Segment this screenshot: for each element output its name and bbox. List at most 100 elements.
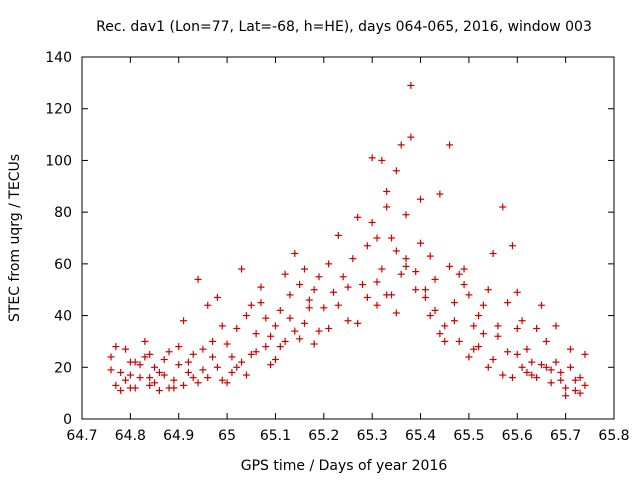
data-point	[339, 273, 347, 281]
data-point	[242, 312, 250, 320]
data-point	[446, 262, 454, 270]
data-point	[141, 353, 149, 361]
data-point	[552, 358, 560, 366]
data-point	[334, 301, 342, 309]
data-point	[407, 81, 415, 89]
data-point	[180, 381, 188, 389]
data-point	[151, 363, 159, 371]
data-point	[247, 350, 255, 358]
data-point	[465, 353, 473, 361]
data-point	[436, 190, 444, 198]
y-tick-label: 0	[63, 412, 72, 428]
data-point	[146, 374, 154, 382]
data-point	[566, 345, 574, 353]
data-point	[223, 379, 231, 387]
data-point	[228, 353, 236, 361]
data-point	[513, 288, 521, 296]
x-tick-label: 65.1	[260, 428, 291, 444]
data-point	[155, 368, 163, 376]
data-point	[431, 306, 439, 314]
data-point	[354, 319, 362, 327]
data-point	[513, 350, 521, 358]
data-point	[383, 291, 391, 299]
data-point	[242, 371, 250, 379]
y-axis-label: STEC from uqrg / TECUs	[7, 154, 23, 322]
x-tick-label: 65.3	[357, 428, 388, 444]
data-point	[267, 361, 275, 369]
data-point	[518, 317, 526, 325]
data-point	[378, 265, 386, 273]
data-point	[368, 154, 376, 162]
data-point	[537, 301, 545, 309]
x-tick-label: 64.7	[66, 428, 97, 444]
data-point	[547, 379, 555, 387]
data-point	[484, 286, 492, 294]
data-point	[383, 187, 391, 195]
x-axis-label: GPS time / Days of year 2016	[241, 458, 448, 474]
data-points	[107, 81, 589, 400]
data-point	[494, 332, 502, 340]
data-point	[412, 286, 420, 294]
data-point	[533, 325, 541, 332]
data-point	[310, 340, 318, 348]
data-point	[402, 262, 410, 270]
data-point	[349, 255, 357, 263]
data-point	[479, 330, 487, 338]
data-point	[504, 299, 512, 307]
data-point	[407, 133, 415, 141]
data-point	[412, 268, 420, 276]
data-point	[175, 343, 183, 351]
x-axis-ticks: 64.7 64.8 64.9 65 65.1 65.2 65.3 65.4 65.5 65.6 65…	[66, 57, 630, 444]
y-tick-label: 20	[54, 360, 72, 376]
data-point	[170, 384, 178, 392]
data-point	[151, 379, 159, 387]
data-point	[189, 374, 197, 382]
data-point	[228, 368, 236, 376]
y-tick-label: 100	[45, 153, 72, 169]
data-point	[344, 283, 352, 291]
data-point	[397, 141, 405, 149]
data-point	[368, 218, 376, 226]
data-point	[122, 345, 130, 353]
data-point	[252, 348, 260, 356]
data-point	[537, 361, 545, 369]
data-point	[233, 363, 241, 371]
data-point	[252, 330, 260, 338]
y-tick-label: 140	[45, 50, 72, 66]
data-point	[107, 366, 115, 374]
data-point	[441, 322, 449, 330]
data-point	[460, 281, 468, 289]
data-point	[276, 343, 284, 351]
data-point	[523, 345, 531, 353]
data-point	[136, 361, 144, 369]
data-point	[450, 299, 458, 307]
data-point	[417, 239, 425, 247]
data-point	[494, 322, 502, 330]
data-point	[271, 322, 279, 330]
data-point	[450, 317, 458, 325]
data-point	[117, 368, 125, 376]
data-point	[180, 317, 188, 325]
x-tick-label: 64.8	[115, 428, 146, 444]
data-point	[576, 389, 584, 397]
data-point	[334, 231, 342, 239]
data-point	[325, 325, 333, 332]
data-point	[557, 376, 565, 384]
data-point	[571, 376, 579, 384]
data-point	[131, 358, 139, 366]
data-point	[557, 368, 565, 376]
data-point	[446, 141, 454, 149]
data-point	[470, 345, 478, 353]
x-tick-label: 65.4	[405, 428, 436, 444]
data-point	[209, 353, 217, 361]
data-point	[508, 374, 516, 382]
data-point	[213, 293, 221, 301]
data-point	[194, 275, 202, 283]
data-point	[291, 327, 299, 335]
data-point	[388, 234, 396, 242]
data-point	[175, 361, 183, 369]
data-point	[165, 348, 173, 356]
data-point	[426, 312, 434, 320]
data-point	[213, 363, 221, 371]
